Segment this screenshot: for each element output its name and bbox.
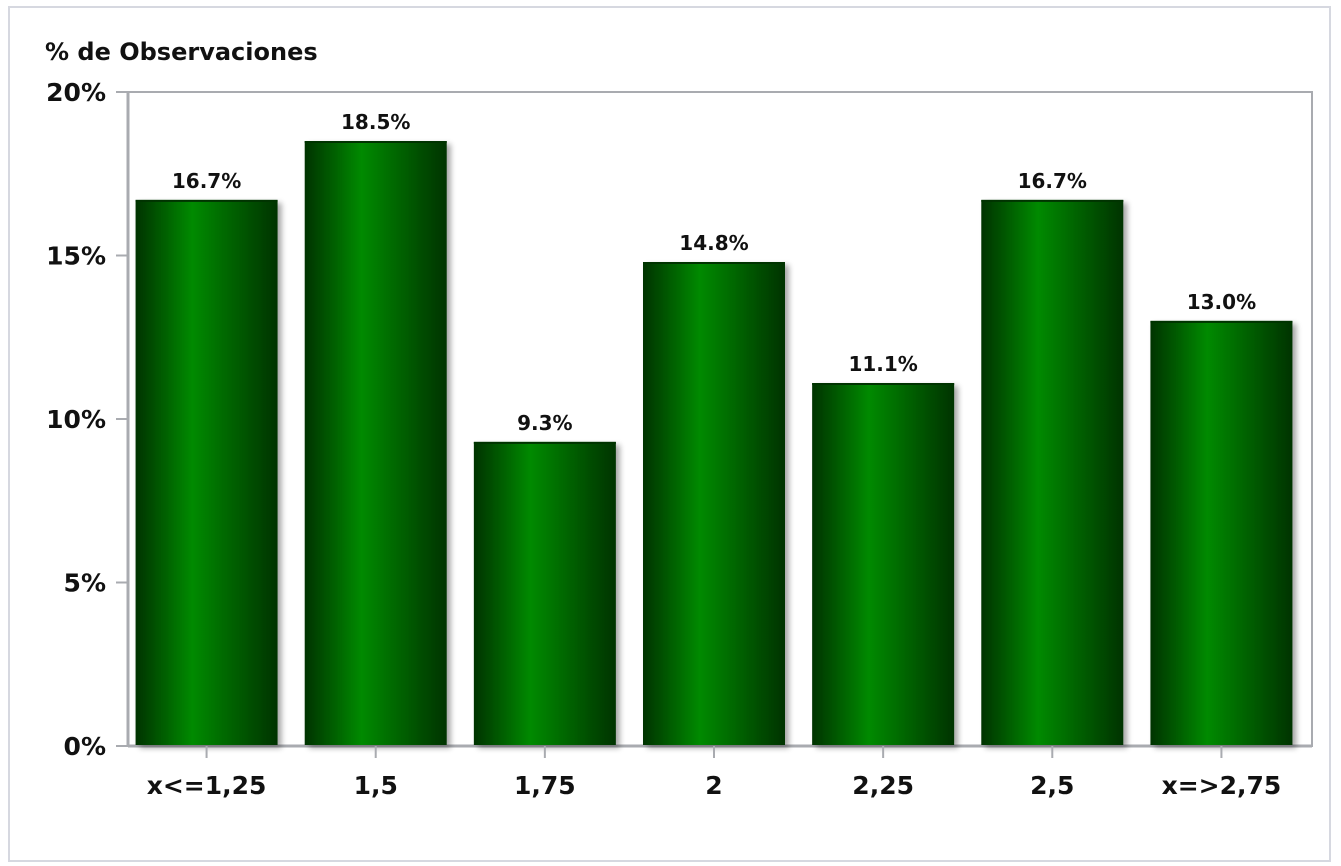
bar: [981, 199, 1124, 745]
bar: [812, 383, 955, 745]
bar-value-label: 9.3%: [517, 411, 572, 435]
bar-value-label: 18.5%: [341, 110, 410, 134]
bar: [643, 262, 785, 745]
bar-value-label: 14.8%: [679, 231, 748, 255]
y-tick-label: 0%: [64, 732, 106, 761]
y-tick-label: 5%: [64, 569, 106, 598]
x-category-label: 1,5: [354, 771, 398, 800]
bar-value-label: 16.7%: [1018, 169, 1087, 193]
x-category-label: x<=1,25: [147, 771, 267, 800]
x-category-label: x=>2,75: [1162, 771, 1282, 800]
x-category-label: 2: [705, 771, 722, 800]
y-axis-title: % de Observaciones: [45, 38, 318, 66]
x-category-label: 2,25: [852, 771, 914, 800]
bar: [135, 199, 278, 745]
bar-value-label: 11.1%: [848, 352, 917, 376]
bar-value-label: 16.7%: [172, 169, 241, 193]
x-category-label: 2,5: [1030, 771, 1074, 800]
x-category-label: 1,75: [514, 771, 576, 800]
y-tick-label: 15%: [46, 242, 106, 271]
y-tick-label: 20%: [46, 78, 106, 107]
bar: [304, 141, 447, 746]
bar-value-label: 13.0%: [1187, 290, 1256, 314]
y-tick-label: 10%: [46, 405, 106, 434]
bar: [473, 441, 616, 745]
bar: [1150, 320, 1293, 745]
